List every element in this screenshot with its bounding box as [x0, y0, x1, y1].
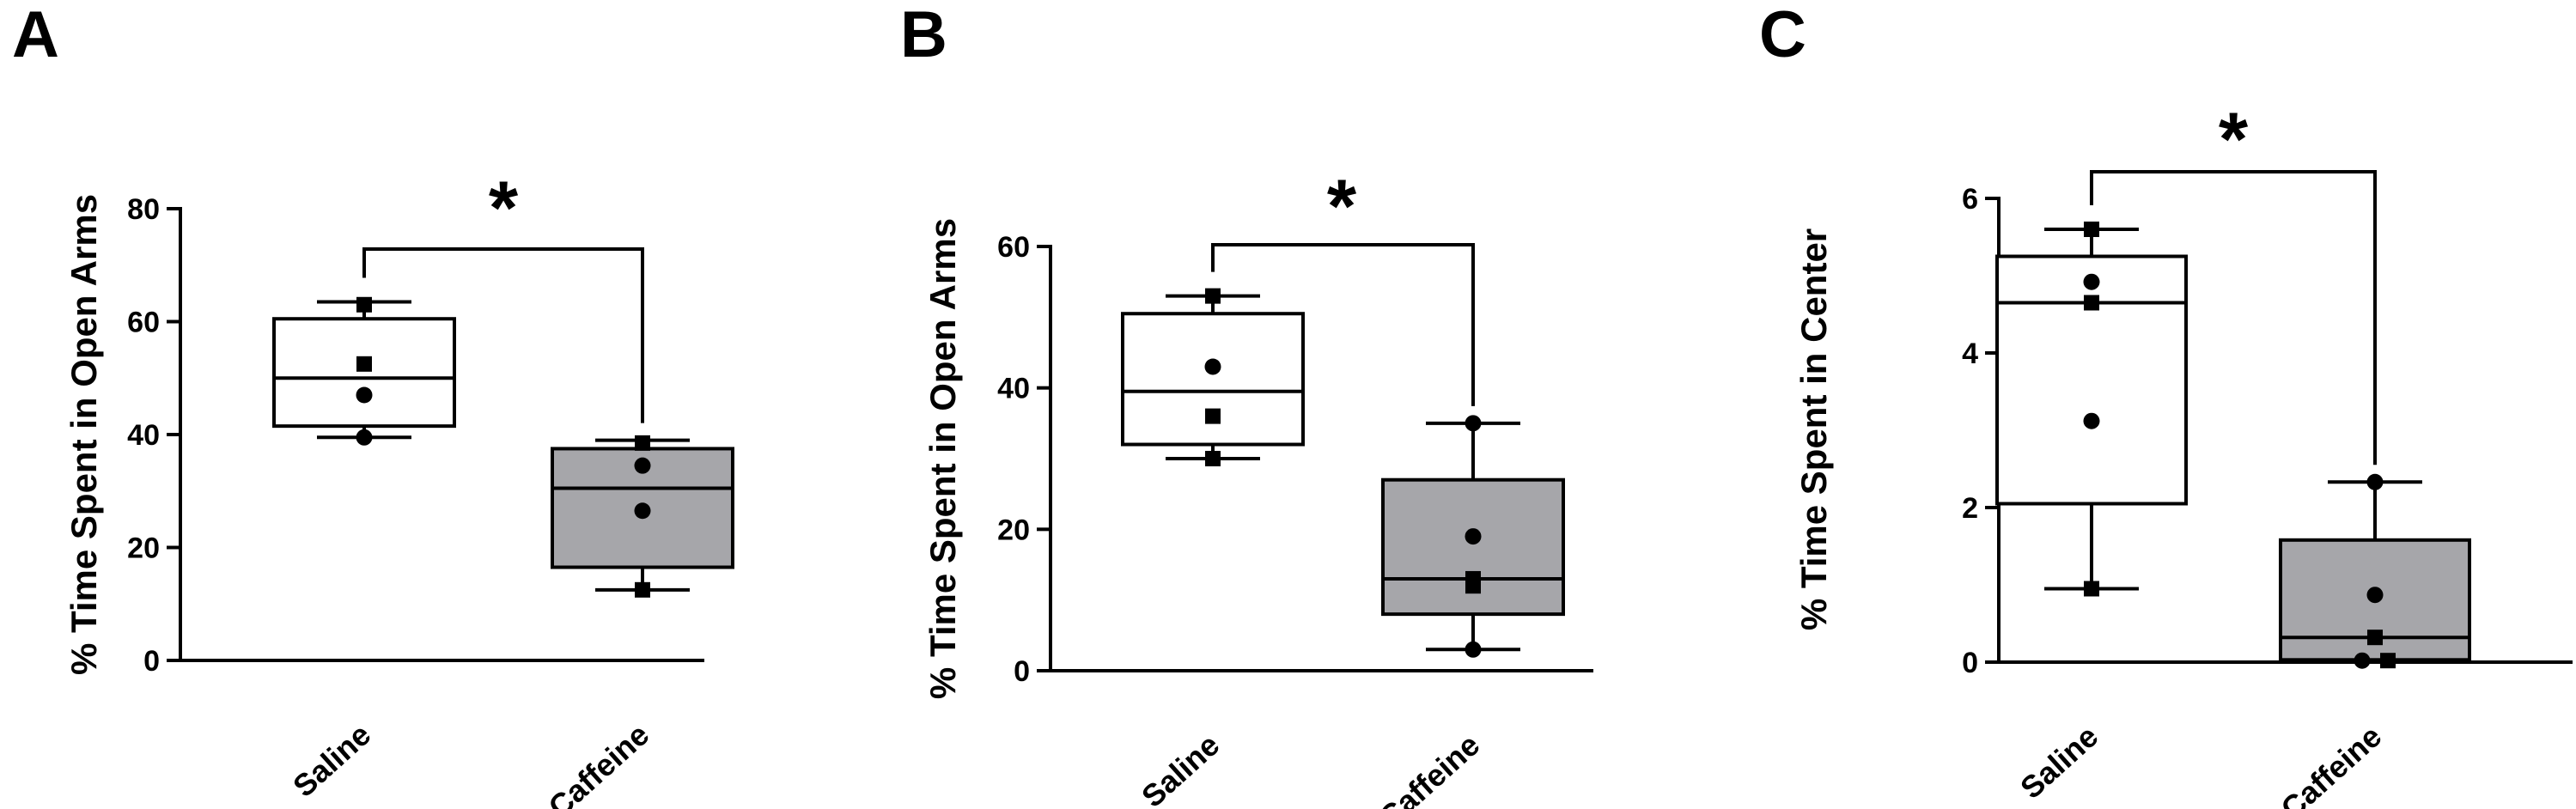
- category-label-c-caffeine: Caffeine: [2274, 718, 2388, 809]
- data-point-circle: [2354, 652, 2371, 669]
- box-iqr: [1995, 254, 2188, 506]
- y-tick-label-c-4: 4: [1962, 338, 1978, 370]
- category-label-b-saline: Saline: [1135, 727, 1226, 809]
- box-iqr: [1121, 312, 1305, 447]
- category-label-a-caffeine: Caffeine: [541, 716, 655, 809]
- significance-star-b: *: [1327, 163, 1357, 248]
- data-point-square: [635, 581, 650, 598]
- y-tick-label-b-0: 0: [1014, 655, 1030, 688]
- data-point-circle: [1465, 415, 1482, 432]
- panel-letter-c: C: [1759, 0, 1806, 71]
- y-tick-label-a-40: 40: [127, 419, 160, 452]
- y-tick-label-c-0: 0: [1962, 647, 1978, 679]
- y-axis-label-b: % Time Spent in Open Arms: [923, 218, 963, 699]
- data-point-circle: [634, 457, 651, 474]
- data-point-square: [635, 435, 650, 451]
- data-point-square: [356, 356, 372, 372]
- data-point-square: [1465, 578, 1481, 594]
- panel-letter-b: B: [900, 0, 947, 71]
- box-iqr: [1381, 477, 1565, 617]
- y-tick-label-c-2: 2: [1962, 492, 1978, 525]
- data-point-circle: [2366, 473, 2384, 490]
- box-b-saline: [1121, 288, 1305, 466]
- data-point-square: [2084, 581, 2099, 597]
- data-point-circle: [1204, 358, 1221, 375]
- significance-star-a: *: [489, 165, 519, 250]
- y-tick-label-a-60: 60: [127, 307, 160, 339]
- data-point-circle: [1465, 641, 1482, 658]
- panel-c: C % Time Spent in Center 0 2 4 6 Saline Caffein…: [1759, 0, 2573, 809]
- panel-letter-a: A: [12, 0, 59, 71]
- data-point-square: [356, 296, 372, 313]
- data-point-circle: [356, 429, 373, 446]
- significance-bracket-c: [2090, 170, 2377, 465]
- data-point-circle: [2083, 273, 2100, 290]
- data-point-circle: [634, 502, 651, 520]
- category-label-c-saline: Saline: [2013, 718, 2104, 805]
- data-point-square: [1205, 451, 1221, 466]
- box-iqr: [272, 317, 456, 429]
- box-a-caffeine: [551, 435, 734, 598]
- y-tick-label-a-20: 20: [127, 532, 160, 565]
- y-tick-label-a-80: 80: [127, 193, 160, 226]
- significance-star-c: *: [2219, 96, 2249, 181]
- y-tick-label-a-0: 0: [143, 645, 160, 678]
- category-label-b-caffeine: Caffeine: [1372, 727, 1486, 809]
- data-point-square: [2367, 630, 2383, 646]
- box-c-saline: [1995, 222, 2188, 597]
- panel-b: B % Time Spent in Open Arms 0 20 40 60 Saline C…: [900, 0, 1593, 809]
- y-tick-label-c-6: 6: [1962, 183, 1978, 216]
- data-point-circle: [356, 386, 373, 404]
- significance-bracket-a: [362, 247, 644, 423]
- data-point-square: [1205, 288, 1221, 304]
- y-tick-label-b-40: 40: [997, 373, 1030, 405]
- box-c-caffeine: [2279, 473, 2471, 669]
- data-point-square: [2084, 295, 2099, 311]
- y-axis-label-a: % Time Spent in Open Arms: [64, 194, 104, 675]
- data-point-square: [1205, 408, 1221, 424]
- data-point-square: [2084, 222, 2099, 237]
- data-point-square: [2380, 653, 2396, 669]
- data-point-circle: [2366, 587, 2384, 604]
- y-tick-label-b-20: 20: [997, 514, 1030, 546]
- y-tick-label-b-60: 60: [997, 231, 1030, 264]
- box-a-saline: [272, 296, 456, 446]
- significance-bracket-b: [1211, 243, 1475, 406]
- y-axis-label-c: % Time Spent in Center: [1793, 228, 1834, 630]
- category-label-a-saline: Saline: [286, 716, 377, 803]
- data-point-circle: [2083, 412, 2100, 429]
- panel-a: A % Time Spent in Open Arms 0 20 40 60 80 Salin…: [12, 0, 734, 809]
- data-point-circle: [1465, 528, 1482, 545]
- box-b-caffeine: [1381, 415, 1565, 658]
